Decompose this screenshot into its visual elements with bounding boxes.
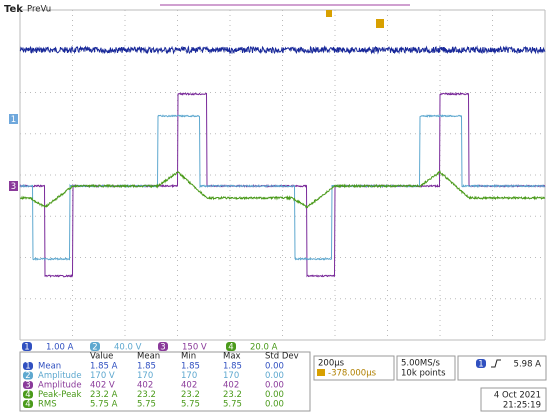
waveforms xyxy=(19,45,546,278)
channel-badge xyxy=(226,342,236,351)
trigger-slope xyxy=(491,359,501,368)
ch1-trace xyxy=(19,45,546,55)
mode: PreVu xyxy=(27,5,51,15)
row-value: 0.00 xyxy=(265,362,284,372)
row-value: 5.75 xyxy=(137,400,156,410)
record-length: 10k points xyxy=(401,369,446,379)
row-badge xyxy=(23,362,33,370)
channel-scale: 20.0 A xyxy=(250,343,278,353)
channel-scale: 1.00 A xyxy=(46,343,74,353)
row-value: 0.00 xyxy=(265,400,284,410)
ch1-marker-label: 1 xyxy=(11,115,16,125)
graticule xyxy=(19,9,546,341)
row-name: RMS xyxy=(38,400,57,410)
row-channel: 3 xyxy=(25,381,30,391)
column-header: Max xyxy=(223,352,241,362)
channel-number: 4 xyxy=(228,343,233,353)
column-header: Std Dev xyxy=(265,352,299,362)
column-header: Min xyxy=(181,352,196,362)
brand: Tek xyxy=(4,4,23,15)
row-value: 170 V xyxy=(90,371,115,381)
row-value: 23.2 xyxy=(181,390,200,400)
channel-bar: 1 1.00 A 2 40.0 V 3 150 V 4 20.0 A xyxy=(22,342,278,353)
channel-badge xyxy=(90,342,100,351)
timebase-box xyxy=(313,355,395,381)
channel-number: 1 xyxy=(24,343,29,353)
channel-scale: 40.0 V xyxy=(114,343,142,353)
row-channel: 1 xyxy=(25,362,30,372)
ch3-marker-label: 3 xyxy=(11,182,16,192)
row-value: 0.00 xyxy=(265,381,284,391)
row-name: Mean xyxy=(38,362,61,372)
row-value: 402 xyxy=(223,381,239,391)
row-value: 1.85 xyxy=(223,362,242,372)
row-name: Amplitude xyxy=(38,371,82,381)
date: 4 Oct 2021 xyxy=(494,391,541,401)
row-value: 5.75 xyxy=(181,400,200,410)
row-value: 23.2 A xyxy=(90,390,118,400)
row-value: 402 xyxy=(181,381,197,391)
trigger-box xyxy=(457,355,547,381)
row-value: 170 xyxy=(223,371,239,381)
row-value: 23.2 xyxy=(223,390,242,400)
timebase-scale: 200µs xyxy=(318,359,345,369)
row-badge xyxy=(23,390,33,399)
trigger-level: 5.98 A xyxy=(514,360,542,370)
row-badge xyxy=(23,371,33,380)
row-value: 1.85 xyxy=(181,362,200,372)
row-value: 5.75 A xyxy=(90,400,118,410)
acquisition-box xyxy=(396,355,456,381)
ch3-marker xyxy=(9,181,18,191)
row-badge xyxy=(23,400,33,408)
position-icon xyxy=(317,369,325,376)
channel-number: 3 xyxy=(160,343,165,353)
row-value: 170 xyxy=(137,371,153,381)
channel-badge xyxy=(158,342,168,351)
channel-scale: 150 V xyxy=(182,343,207,353)
row-value: 170 xyxy=(181,371,197,381)
column-header: Value xyxy=(90,352,113,362)
channel-number: 2 xyxy=(92,343,97,353)
row-badge xyxy=(23,381,33,389)
trigger-pos-icon xyxy=(326,10,332,17)
row-channel: 4 xyxy=(25,400,30,410)
ch1-marker xyxy=(9,114,18,124)
row-value: 0.00 xyxy=(265,371,284,381)
row-channel: 4 xyxy=(25,390,30,400)
trigger-source-badge xyxy=(476,359,486,368)
row-channel: 2 xyxy=(25,371,30,381)
measurement-box xyxy=(19,351,311,412)
datetime-box xyxy=(480,387,547,412)
trigger-source: 1 xyxy=(478,360,483,370)
timebase-position: -378.000µs xyxy=(328,369,377,379)
row-value: 402 V xyxy=(90,381,115,391)
row-value: 1.85 A xyxy=(90,362,118,372)
row-value: 402 xyxy=(137,381,153,391)
time: 21:25:19 xyxy=(503,401,541,411)
row-value: 0.00 xyxy=(265,390,284,400)
row-name: Amplitude xyxy=(38,381,82,391)
sample-rate: 5.00MS/s xyxy=(401,359,441,369)
ch4-trace xyxy=(19,170,546,209)
row-value: 1.85 xyxy=(137,362,156,372)
row-name: Peak-Peak xyxy=(38,390,82,400)
trigger-icon xyxy=(376,19,384,28)
row-value: 23.2 xyxy=(137,390,156,400)
measurement-table: Value Mean Min Max Std Dev 1 Mean 1.85 A 1.85 1.8… xyxy=(23,352,299,410)
row-value: 5.75 xyxy=(223,400,242,410)
channel-badge xyxy=(22,342,32,351)
column-header: Mean xyxy=(137,352,160,362)
